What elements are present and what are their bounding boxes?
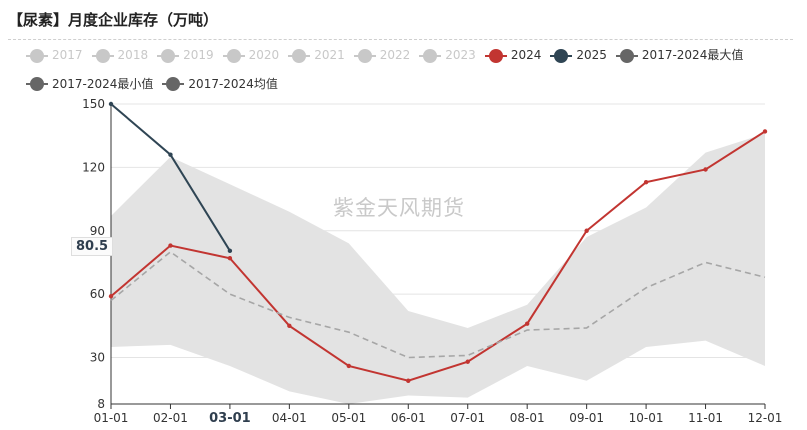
legend-item-2017[interactable]: 2017 <box>26 43 83 68</box>
data-point <box>406 378 411 383</box>
legend-swatch-icon <box>353 48 376 63</box>
x-tick-label: 05-01 <box>331 411 366 425</box>
y-tick-label: 150 <box>82 97 105 111</box>
legend-swatch-icon <box>288 48 311 63</box>
legend-label: 2021 <box>314 48 345 62</box>
legend-item-2021[interactable]: 2021 <box>288 43 345 68</box>
legend-swatch-icon <box>615 48 638 63</box>
legend-swatch-icon <box>484 48 507 63</box>
legend-label: 2020 <box>248 48 280 62</box>
x-tick-label: 09-01 <box>569 411 604 425</box>
series-line-2024 <box>110 130 766 382</box>
data-point <box>108 101 114 107</box>
y-tick-label: 60 <box>90 287 105 301</box>
legend-swatch-icon <box>419 48 442 63</box>
legend-label: 2025 <box>576 48 607 62</box>
legend-label: 2024 <box>510 48 542 62</box>
x-tick-label: 04-01 <box>272 411 307 425</box>
y-tick-label: 120 <box>82 160 105 174</box>
legend-item-2020[interactable]: 2020 <box>222 43 280 68</box>
x-tick-label: 08-01 <box>510 411 545 425</box>
data-point <box>287 323 292 329</box>
legend-label: 2022 <box>379 48 411 62</box>
data-point <box>703 167 708 172</box>
legend-swatch-icon <box>222 48 245 63</box>
y-axis-pointer-label: 80.5 <box>71 237 114 256</box>
data-point <box>643 179 649 185</box>
legend-swatch-icon <box>157 48 180 63</box>
legend-item-2017-2024均值[interactable]: 2017-2024均值 <box>162 72 278 97</box>
legend-item-2018[interactable]: 2018 <box>91 43 149 68</box>
chart-title: 【尿素】月度企业库存（万吨） <box>8 11 219 29</box>
data-point <box>762 129 768 134</box>
x-tick-label: 11-01 <box>688 411 723 425</box>
data-point <box>524 321 530 326</box>
legend-swatch-icon <box>91 48 114 63</box>
data-point <box>227 256 233 261</box>
legend-item-2017-2024最大值[interactable]: 2017-2024最大值 <box>615 43 744 68</box>
legend-swatch-icon <box>26 48 48 63</box>
series-line-2017-2024均值 <box>110 250 766 359</box>
legend-item-2022[interactable]: 2022 <box>353 43 411 68</box>
data-point <box>346 363 352 369</box>
y-tick-label: 30 <box>90 351 105 365</box>
data-point <box>584 228 589 233</box>
legend-item-2017-2024最小值[interactable]: 2017-2024最小值 <box>26 72 153 97</box>
legend-label: 2023 <box>445 48 476 62</box>
chart-legend: 2017 2018 2019 2020 2021 2022 2023 2024 2025 2017… <box>26 43 796 100</box>
watermark: 紫金天风期货 <box>333 196 465 220</box>
x-tick-label: 10-01 <box>629 411 664 425</box>
x-tick-label: 01-01 <box>94 411 129 425</box>
legend-swatch-icon <box>26 77 48 91</box>
legend-label: 2017-2024均值 <box>188 76 278 91</box>
legend-label: 2017-2024最大值 <box>641 48 744 62</box>
legend-swatch-icon <box>162 77 185 91</box>
x-tick-label: 07-01 <box>450 411 485 425</box>
legend-label: 2018 <box>117 48 149 62</box>
x-tick-label: 02-01 <box>153 411 188 425</box>
data-point <box>108 294 114 299</box>
data-point <box>227 248 233 254</box>
legend-label: 2017-2024最小值 <box>52 76 154 91</box>
legend-item-2019[interactable]: 2019 <box>157 43 214 68</box>
legend-label: 2017 <box>52 48 83 62</box>
data-point <box>465 359 470 364</box>
x-tick-label: 12-01 <box>748 411 783 425</box>
title-divider <box>8 39 793 40</box>
legend-item-2023[interactable]: 2023 <box>419 43 476 68</box>
range-band-area <box>111 133 765 405</box>
legend-item-2025[interactable]: 2025 <box>550 43 607 68</box>
legend-swatch-icon <box>550 48 573 63</box>
data-point <box>168 152 173 157</box>
data-point <box>168 243 173 248</box>
x-tick-label: 06-01 <box>391 411 426 425</box>
y-tick-label: 8 <box>97 397 105 411</box>
legend-item-2024[interactable]: 2024 <box>484 43 542 68</box>
legend-label: 2019 <box>183 48 214 62</box>
y-tick-label: 90 <box>90 224 105 238</box>
x-tick-label-highlighted: 03-01 <box>209 411 251 426</box>
